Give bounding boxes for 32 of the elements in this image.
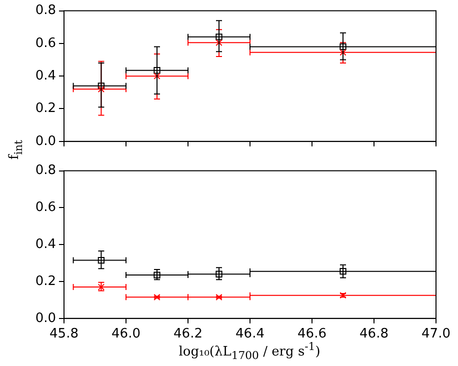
point bbox=[216, 39, 222, 46]
point bbox=[98, 86, 105, 92]
x-tick-label: 45.8 bbox=[50, 326, 78, 342]
point bbox=[154, 294, 160, 301]
point bbox=[340, 43, 346, 50]
x-tick-label: 46.4 bbox=[236, 326, 264, 342]
y-tick-label: 0.6 bbox=[35, 36, 56, 51]
point bbox=[216, 34, 222, 40]
y-tick-label: 0.8 bbox=[35, 163, 56, 178]
x-tick-label: 46.2 bbox=[174, 326, 202, 342]
y-tick-label: 0.0 bbox=[35, 310, 56, 326]
point bbox=[154, 272, 160, 278]
point bbox=[340, 49, 346, 56]
y-tick-label: 0.4 bbox=[35, 236, 56, 252]
point bbox=[216, 270, 222, 278]
point bbox=[98, 82, 105, 90]
point bbox=[98, 256, 105, 264]
y-tick-label: 0.2 bbox=[35, 274, 56, 289]
x-tick-label: 46.0 bbox=[112, 326, 140, 342]
y-tick-label: 0.8 bbox=[35, 3, 56, 18]
x-axis-title: log₁₀(λL$_{1700}$ / erg s$^{-1}$) bbox=[178, 340, 322, 362]
x-tick-label: 46.6 bbox=[298, 326, 326, 342]
point bbox=[154, 67, 160, 74]
y-tick-label: 0.4 bbox=[35, 68, 56, 84]
x-tick-label: 47.0 bbox=[422, 326, 450, 342]
point bbox=[154, 72, 160, 80]
point bbox=[340, 268, 346, 275]
point bbox=[216, 294, 222, 301]
y-tick-label: 0.6 bbox=[35, 200, 56, 216]
x-tick-label: 46.8 bbox=[360, 326, 388, 342]
y-tick-label: 0.2 bbox=[35, 101, 56, 116]
y-tick-label: 0.0 bbox=[35, 134, 56, 149]
